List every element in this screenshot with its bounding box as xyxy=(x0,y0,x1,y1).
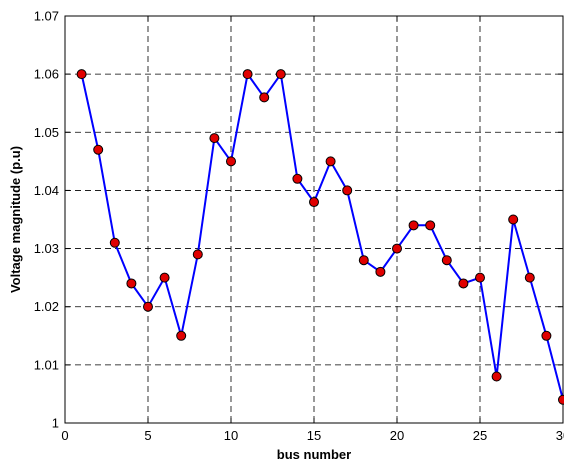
data-point xyxy=(76,69,87,80)
data-point xyxy=(292,173,303,184)
data-point xyxy=(342,185,353,196)
data-point xyxy=(458,278,469,289)
x-tick-label: 25 xyxy=(473,428,487,443)
x-axis: 0 5 10 15 20 25 30 xyxy=(61,16,564,443)
data-point xyxy=(375,266,386,277)
y-tick-label: 1.02 xyxy=(34,299,59,314)
data-point xyxy=(558,394,564,405)
data-point xyxy=(242,69,253,80)
data-point xyxy=(392,243,402,254)
data-point xyxy=(192,249,203,260)
data-point xyxy=(109,237,120,248)
x-tick-label: 30 xyxy=(556,428,564,443)
data-point xyxy=(358,255,369,266)
y-tick-label: 1 xyxy=(52,416,59,431)
data-point xyxy=(226,156,236,167)
y-tick-label: 1.07 xyxy=(34,9,59,24)
data-point xyxy=(259,92,270,103)
x-tick-label: 20 xyxy=(390,428,404,443)
data-point xyxy=(508,214,519,225)
y-axis-title: Voltage magnitude (p.u) xyxy=(8,146,23,293)
y-tick-label: 1.06 xyxy=(34,67,59,82)
x-tick-label: 15 xyxy=(307,428,321,443)
data-point xyxy=(159,272,170,283)
data-point xyxy=(176,330,187,341)
data-point xyxy=(491,371,502,382)
data-point xyxy=(325,156,336,167)
y-tick-label: 1.03 xyxy=(34,241,59,256)
data-point xyxy=(309,197,319,208)
data-points xyxy=(76,69,564,405)
data-point xyxy=(93,144,104,155)
x-tick-label: 0 xyxy=(61,428,68,443)
y-tick-label: 1.01 xyxy=(34,357,59,372)
data-point xyxy=(408,220,419,231)
data-point xyxy=(209,133,220,144)
x-axis-title: bus number xyxy=(277,447,351,462)
data-point xyxy=(475,272,485,283)
y-tick-label: 1.04 xyxy=(34,183,59,198)
y-tick-label: 1.05 xyxy=(34,125,59,140)
grid xyxy=(65,16,563,423)
data-point xyxy=(425,220,436,231)
data-point xyxy=(126,278,137,289)
data-point xyxy=(275,69,286,80)
data-point xyxy=(524,272,535,283)
x-tick-label: 5 xyxy=(144,428,151,443)
data-point xyxy=(143,301,153,312)
series-line xyxy=(80,71,564,400)
data-point xyxy=(541,330,552,341)
y-axis: 1 1.01 1.02 1.03 1.04 1.05 1.06 1.07 xyxy=(34,9,563,431)
data-point xyxy=(441,255,452,266)
x-tick-label: 10 xyxy=(224,428,238,443)
